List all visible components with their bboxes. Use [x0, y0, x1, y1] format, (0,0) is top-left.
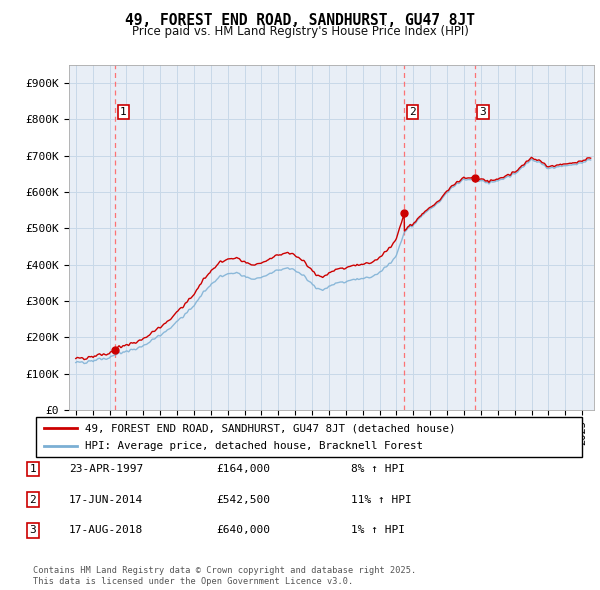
Text: £542,500: £542,500 — [216, 495, 270, 504]
Text: 49, FOREST END ROAD, SANDHURST, GU47 8JT (detached house): 49, FOREST END ROAD, SANDHURST, GU47 8JT… — [85, 424, 455, 434]
Text: 3: 3 — [29, 526, 37, 535]
Text: £164,000: £164,000 — [216, 464, 270, 474]
Text: 17-JUN-2014: 17-JUN-2014 — [69, 495, 143, 504]
Text: 2: 2 — [29, 495, 37, 504]
Text: 8% ↑ HPI: 8% ↑ HPI — [351, 464, 405, 474]
Text: 1: 1 — [29, 464, 37, 474]
Text: 3: 3 — [480, 107, 487, 117]
Text: 49, FOREST END ROAD, SANDHURST, GU47 8JT: 49, FOREST END ROAD, SANDHURST, GU47 8JT — [125, 13, 475, 28]
Text: Contains HM Land Registry data © Crown copyright and database right 2025.
This d: Contains HM Land Registry data © Crown c… — [33, 566, 416, 586]
Text: Price paid vs. HM Land Registry's House Price Index (HPI): Price paid vs. HM Land Registry's House … — [131, 25, 469, 38]
Text: 11% ↑ HPI: 11% ↑ HPI — [351, 495, 412, 504]
Text: 1% ↑ HPI: 1% ↑ HPI — [351, 526, 405, 535]
Text: 23-APR-1997: 23-APR-1997 — [69, 464, 143, 474]
Text: HPI: Average price, detached house, Bracknell Forest: HPI: Average price, detached house, Brac… — [85, 441, 423, 451]
Text: 17-AUG-2018: 17-AUG-2018 — [69, 526, 143, 535]
Text: £640,000: £640,000 — [216, 526, 270, 535]
Text: 2: 2 — [409, 107, 416, 117]
Text: 1: 1 — [120, 107, 127, 117]
